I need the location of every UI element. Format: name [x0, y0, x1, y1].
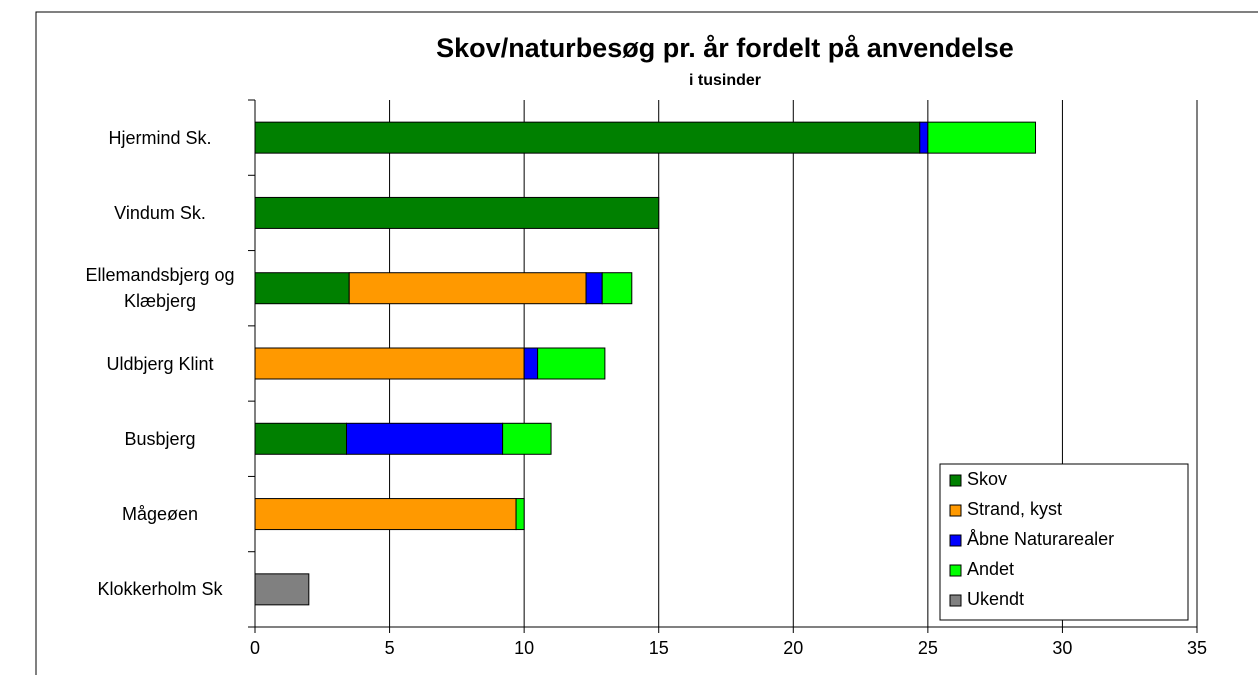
- bar-segment: [515, 498, 525, 531]
- legend-label: Åbne Naturarealer: [967, 529, 1114, 549]
- x-tick-label: 20: [783, 638, 803, 658]
- bar-segment: [919, 121, 929, 154]
- chart-title: Skov/naturbesøg pr. år fordelt på anvend…: [436, 33, 1014, 63]
- y-tick-label: Uldbjerg Klint: [106, 353, 214, 374]
- y-tick-label: Hjermind Sk.: [108, 127, 212, 148]
- bar-segment: [346, 422, 504, 455]
- y-tick-label: Ellemandsbjerg og Klæbjerg: [85, 265, 235, 312]
- x-tick-label: 15: [649, 638, 669, 658]
- legend-swatch: [949, 474, 962, 487]
- bar-segment: [254, 272, 350, 305]
- bar-segment: [927, 121, 1037, 154]
- bar-segment: [502, 422, 552, 455]
- legend-label: Ukendt: [967, 589, 1024, 609]
- legend-swatch: [949, 564, 962, 577]
- bar-segment: [254, 121, 921, 154]
- legend-swatch: [949, 504, 962, 517]
- bar-segment: [601, 272, 633, 305]
- bar-segment: [537, 347, 606, 380]
- chart-subtitle: i tusinder: [689, 72, 761, 89]
- bar-segment: [254, 196, 660, 229]
- y-tick-label: Klokkerholm Sk: [97, 579, 223, 600]
- legend-swatch: [949, 534, 962, 547]
- x-tick-label: 10: [514, 638, 534, 658]
- legend-label: Andet: [967, 559, 1014, 579]
- legend-swatch: [949, 594, 962, 607]
- bar-segment: [254, 347, 525, 380]
- x-tick-label: 25: [918, 638, 938, 658]
- x-tick-label: 30: [1052, 638, 1072, 658]
- bar-segment: [523, 347, 539, 380]
- bar-segment: [585, 272, 603, 305]
- x-tick-label: 35: [1187, 638, 1207, 658]
- bar-segment: [348, 272, 587, 305]
- x-tick-label: 0: [250, 638, 260, 658]
- legend-label: Strand, kyst: [967, 499, 1062, 519]
- y-tick-label: Mågeøen: [121, 504, 199, 525]
- bar-segment: [254, 422, 348, 455]
- y-tick-label: Busbjerg: [124, 428, 196, 449]
- bar-segment: [254, 498, 517, 531]
- legend-label: Skov: [967, 469, 1007, 489]
- bar-segment: [254, 573, 310, 606]
- legend-box: [939, 463, 1189, 621]
- y-tick-label: Vindum Sk.: [114, 202, 206, 223]
- x-tick-label: 5: [385, 638, 395, 658]
